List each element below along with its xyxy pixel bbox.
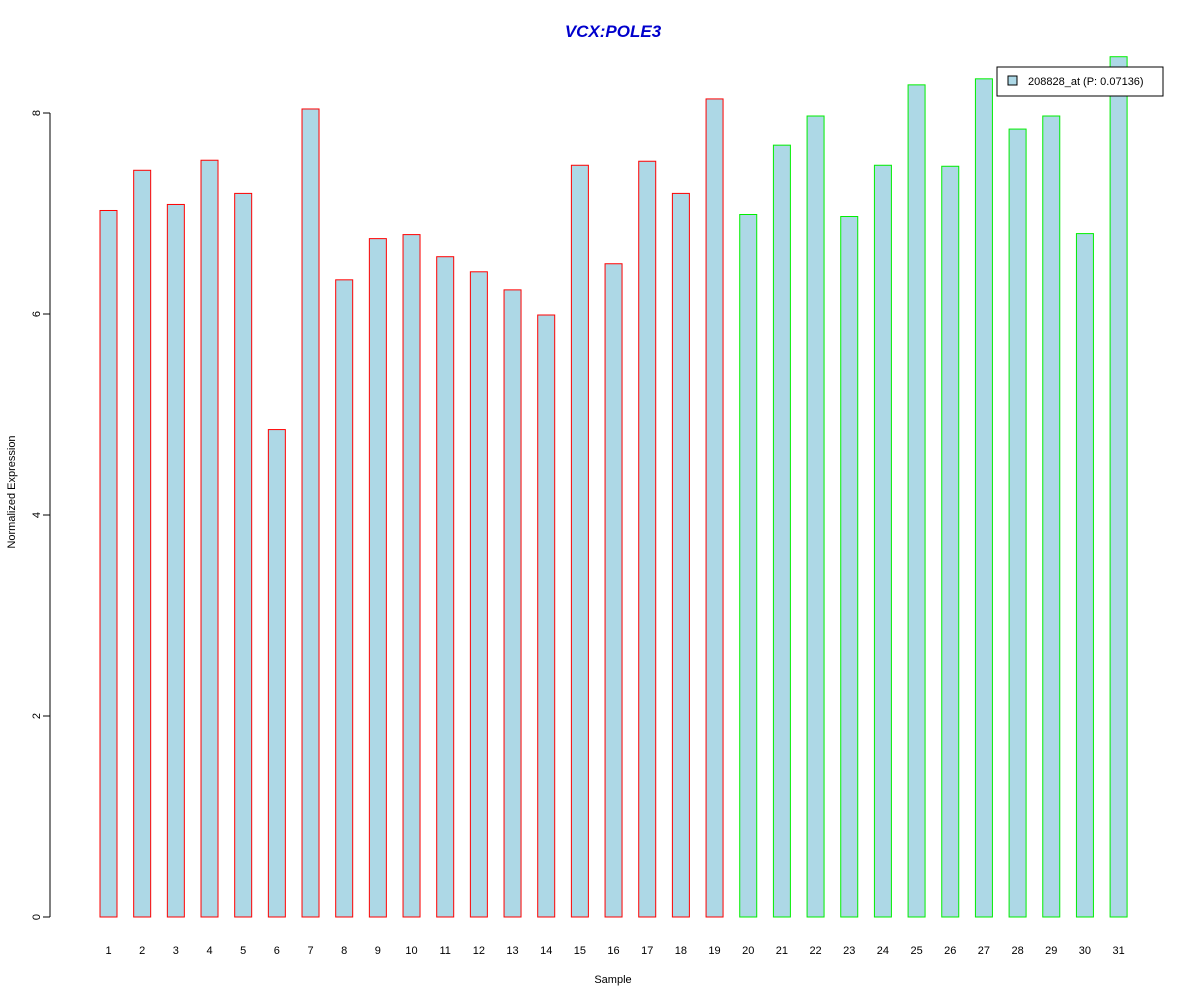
x-tick-labels: 1 2 3 4 5 6 7 8 9 10 11 12 13 14 15 16 17 18 19 20 21 22 23 24 2… (105, 945, 1124, 957)
x-tick-label: 3 (173, 945, 179, 957)
bar-sample-22 (806, 115, 825, 918)
bar-sample-25 (907, 84, 926, 918)
y-tick-label: 8 (31, 110, 43, 116)
legend-box (996, 66, 1164, 97)
x-tick-label: 19 (708, 945, 720, 957)
bar-sample-11 (436, 256, 455, 918)
bar-sample-21 (772, 144, 791, 918)
bar-sample-9 (368, 238, 387, 918)
x-tick-label: 9 (375, 945, 381, 957)
x-tick-label: 4 (206, 945, 212, 957)
x-tick-label: 11 (439, 945, 450, 957)
bar-sample-3 (166, 203, 185, 918)
x-tick-label: 29 (1045, 945, 1057, 957)
bar-sample-7 (301, 108, 320, 918)
legend: 208828_at (P: 0.07136) (996, 66, 1164, 97)
bar-sample-5 (234, 192, 253, 918)
bar-sample-19 (705, 98, 724, 918)
x-tick-label: 13 (506, 945, 518, 957)
x-tick-label: 17 (641, 945, 653, 957)
bars (99, 56, 1128, 918)
x-tick-label: 14 (540, 945, 552, 957)
x-tick-label: 21 (776, 945, 788, 957)
y-tick-label: 2 (31, 713, 43, 719)
bar-sample-15 (570, 164, 589, 918)
bar-sample-2 (133, 169, 152, 918)
x-tick-label: 23 (843, 945, 855, 957)
x-tick-label: 6 (274, 945, 280, 957)
y-tick-label: 6 (31, 311, 43, 317)
y-axis-label: Normalized Expression (6, 435, 18, 548)
bar-sample-1 (99, 209, 118, 918)
bar-sample-26 (941, 165, 960, 918)
bar-sample-8 (335, 279, 354, 918)
x-tick-label: 24 (877, 945, 889, 957)
x-tick-label: 2 (139, 945, 145, 957)
x-tick-label: 7 (307, 945, 313, 957)
bar-sample-13 (503, 289, 522, 918)
y-axis: 0 2 4 6 8 (31, 110, 51, 920)
bar-sample-23 (840, 216, 859, 918)
x-tick-label: 8 (341, 945, 347, 957)
x-tick-label: 25 (910, 945, 922, 957)
x-tick-label: 12 (473, 945, 485, 957)
chart-title: VCX:POLE3 (565, 22, 662, 41)
bar-sample-28 (1008, 128, 1027, 918)
bar-sample-12 (469, 271, 488, 918)
bar-sample-6 (267, 429, 286, 918)
bar-sample-30 (1075, 233, 1094, 918)
x-tick-label: 27 (978, 945, 990, 957)
x-tick-label: 10 (405, 945, 417, 957)
x-tick-label: 22 (809, 945, 821, 957)
x-tick-label: 1 (105, 945, 111, 957)
x-tick-label: 16 (607, 945, 619, 957)
bar-sample-24 (873, 164, 892, 918)
bar-sample-31 (1109, 56, 1128, 918)
bar-sample-29 (1042, 115, 1061, 918)
bar-sample-14 (537, 314, 556, 918)
x-tick-label: 31 (1112, 945, 1124, 957)
legend-swatch (1007, 75, 1018, 86)
x-tick-label: 20 (742, 945, 754, 957)
legend-label: 208828_at (P: 0.07136) (1028, 76, 1144, 88)
x-tick-label: 26 (944, 945, 956, 957)
y-tick-label: 0 (31, 914, 43, 920)
x-axis-label: Sample (594, 974, 631, 986)
bar-sample-10 (402, 234, 421, 918)
bar-sample-18 (671, 192, 690, 918)
bar-sample-27 (974, 78, 993, 918)
bar-sample-17 (638, 160, 657, 918)
x-tick-label: 5 (240, 945, 246, 957)
x-tick-label: 28 (1011, 945, 1023, 957)
x-tick-label: 30 (1079, 945, 1091, 957)
y-tick-label: 4 (31, 512, 43, 518)
bar-sample-16 (604, 263, 623, 918)
x-tick-label: 18 (675, 945, 687, 957)
x-tick-label: 15 (574, 945, 586, 957)
bar-sample-20 (739, 214, 758, 918)
bar-sample-4 (200, 159, 219, 918)
